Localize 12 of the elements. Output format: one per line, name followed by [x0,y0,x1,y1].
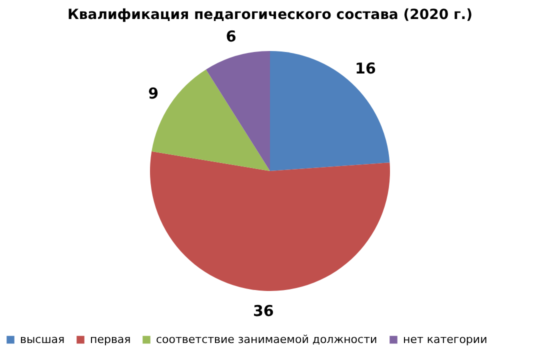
pie-slice [206,51,270,171]
data-label: 16 [355,60,376,78]
legend-label: первая [90,332,131,346]
legend-label: нет категории [403,332,488,346]
data-label: 36 [253,302,274,320]
pie-slice [270,51,390,171]
pie-slice [150,151,390,291]
data-label: 9 [148,84,159,103]
chart-title: Квалификация педагогического состава (2020 г.) [67,7,473,23]
legend-label: соответствие занимаемой должности [156,332,378,346]
legend-label: высшая [20,332,65,346]
data-label: 6 [226,28,236,46]
